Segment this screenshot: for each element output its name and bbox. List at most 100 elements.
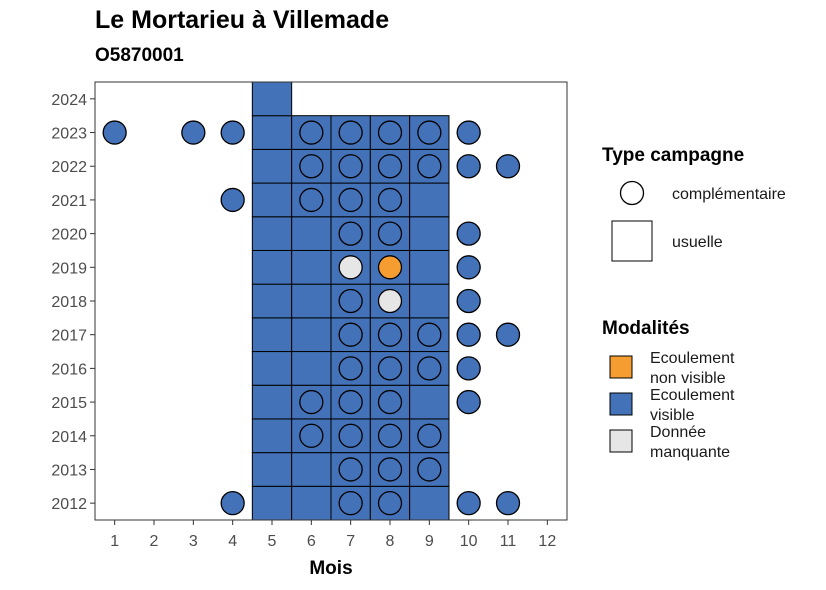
square-2016-6 [291, 351, 332, 386]
circle-2012-7 [338, 491, 363, 516]
legend-fill-key-0 [609, 355, 633, 379]
circle-2013-8 [377, 457, 403, 482]
square-2021-5 [251, 182, 293, 218]
y-tick-label-2021: 2021 [51, 193, 87, 210]
square-2017-5 [251, 317, 293, 353]
y-tick-label-2024: 2024 [51, 92, 87, 109]
circle-2020-7 [338, 221, 363, 246]
x-tick-label-1: 1 [110, 533, 119, 550]
circle-2022-6 [299, 154, 324, 179]
square-2019-9 [409, 249, 450, 285]
y-tick-label-2015: 2015 [51, 395, 87, 412]
square-2020-6 [291, 216, 332, 251]
y-tick-label-2023: 2023 [51, 126, 87, 143]
x-tick-label-3: 3 [189, 533, 198, 550]
square-2022-5 [251, 148, 293, 184]
circle-2018-8 [377, 288, 403, 314]
y-tick-label-2014: 2014 [51, 429, 87, 446]
circle-2023-4 [220, 120, 245, 145]
square-2023-5 [251, 115, 293, 150]
legend-shape-title: Type campagne [602, 145, 744, 166]
circle-2016-7 [338, 356, 363, 381]
legend: Type campagne complémentaire usuelle Modali… [602, 145, 786, 461]
circle-2012-11 [495, 491, 521, 516]
square-2020-9 [409, 216, 450, 251]
circle-2019-8 [377, 255, 403, 280]
plot-area [95, 81, 567, 521]
legend-fill-label-1-0: Ecoulement [650, 387, 735, 404]
circle-2021-4 [220, 187, 245, 213]
circle-2014-7 [338, 423, 363, 448]
circle-2019-10 [456, 255, 481, 280]
legend-fill-label-0-1: non visible [650, 370, 726, 387]
circle-2014-8 [377, 423, 403, 448]
circle-2015-10 [456, 389, 481, 415]
y-tick-label-2013: 2013 [51, 462, 87, 479]
circle-2023-9 [417, 120, 442, 145]
square-2017-6 [291, 317, 332, 353]
legend-fill-label-2-0: Donnée [650, 424, 706, 441]
square-2024-5 [251, 81, 293, 117]
legend-fill-label-0-0: Ecoulement [650, 350, 735, 367]
circle-2014-6 [299, 423, 324, 448]
x-tick-label-4: 4 [228, 533, 237, 550]
circle-2013-7 [338, 457, 363, 482]
chart-subtitle: O5870001 [95, 45, 184, 66]
x-tick-label-5: 5 [268, 533, 277, 550]
circle-2020-8 [377, 221, 403, 246]
circle-2016-8 [377, 356, 403, 381]
x-tick-label-12: 12 [538, 533, 556, 550]
square-2013-5 [251, 452, 293, 487]
circle-2021-8 [377, 187, 403, 213]
legend-fill-key-2 [609, 429, 633, 453]
circle-2017-10 [456, 322, 481, 347]
square-2018-5 [251, 283, 293, 319]
circle-2014-9 [417, 423, 442, 448]
circle-2016-9 [417, 356, 442, 381]
circle-2015-7 [338, 389, 363, 415]
circle-2019-7 [338, 255, 363, 280]
circle-2012-4 [220, 491, 245, 516]
x-tick-label-10: 10 [460, 533, 478, 550]
circle-2017-11 [495, 322, 521, 347]
circle-2020-10 [456, 221, 481, 246]
circle-2022-10 [456, 154, 481, 179]
square-2018-9 [409, 283, 450, 319]
square-2012-5 [251, 485, 293, 521]
circle-2023-6 [299, 120, 324, 145]
circle-2013-9 [417, 457, 442, 482]
circle-2022-7 [338, 154, 363, 179]
x-tick-label-2: 2 [150, 533, 159, 550]
square-2018-6 [291, 283, 332, 319]
square-2014-5 [251, 418, 293, 454]
circle-2023-3 [181, 120, 206, 145]
y-tick-label-2016: 2016 [51, 361, 87, 378]
circle-2022-11 [495, 154, 521, 179]
x-axis-title: Mois [309, 558, 352, 579]
y-tick-label-2017: 2017 [51, 328, 87, 345]
axes: 1 2 3 4 5 6 7 8 9 10 11 122012201320142015201620172… [51, 81, 568, 550]
circle-2022-9 [417, 154, 442, 179]
y-tick-label-2018: 2018 [51, 294, 87, 311]
circle-2017-8 [377, 322, 403, 347]
square-2015-5 [251, 384, 293, 420]
y-tick-label-2020: 2020 [51, 227, 87, 244]
y-tick-label-2019: 2019 [51, 260, 87, 277]
chart-title: Le Mortarieu à Villemade [95, 6, 390, 34]
circle-2021-6 [299, 187, 324, 213]
square-2012-9 [409, 485, 450, 521]
legend-fill-label-1-1: visible [650, 407, 695, 424]
circle-2015-8 [377, 389, 403, 415]
x-tick-label-11: 11 [500, 533, 517, 550]
square-2020-5 [251, 216, 293, 251]
legend-square-key [611, 220, 653, 262]
circle-2023-1 [102, 120, 127, 145]
x-tick-label-6: 6 [307, 533, 316, 550]
circle-2017-7 [338, 322, 363, 347]
square-2019-6 [291, 249, 332, 285]
x-tick-label-8: 8 [386, 533, 395, 550]
x-tick-label-9: 9 [425, 533, 434, 550]
circle-2012-8 [377, 491, 403, 516]
circle-2023-8 [377, 120, 403, 145]
square-2012-6 [291, 485, 332, 521]
